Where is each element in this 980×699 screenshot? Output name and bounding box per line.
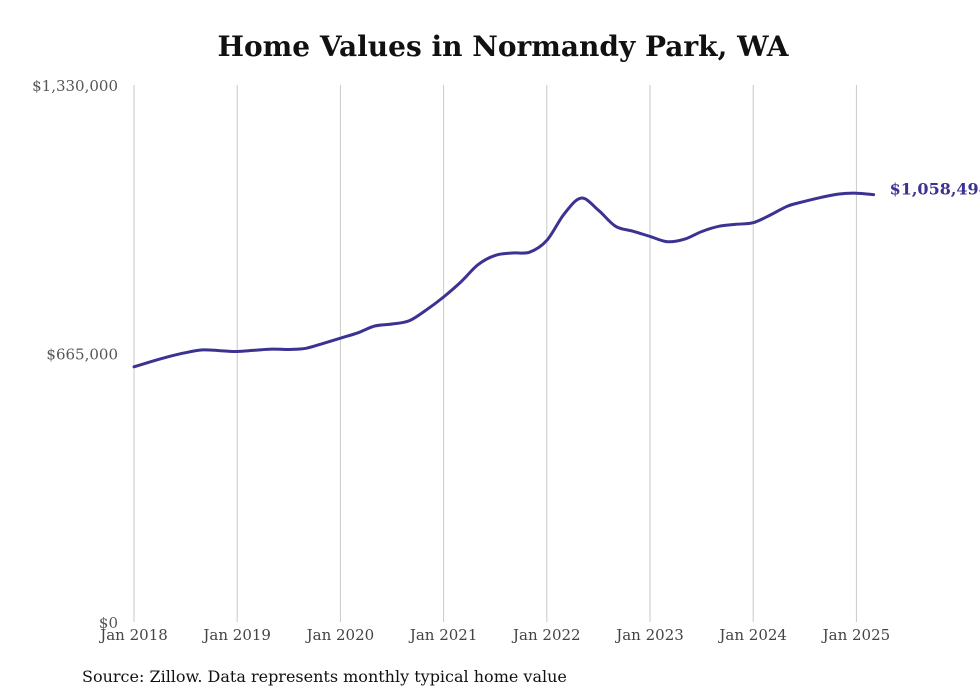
- y-tick-label: $665,000: [46, 346, 118, 364]
- y-tick-label: $1,330,000: [32, 77, 118, 95]
- x-tick-label: Jan 2024: [717, 626, 787, 644]
- x-axis-ticks: Jan 2018 Jan 2019 Jan 2020 Jan 2021 Jan 2022…: [98, 626, 890, 644]
- gridlines: [133, 85, 857, 622]
- y-axis-ticks: $0 $665,000 $1,330,000: [32, 77, 118, 632]
- chart-title: Home Values in Normandy Park, WA: [217, 30, 789, 63]
- x-tick-label: Jan 2019: [201, 626, 271, 644]
- x-tick-label: Jan 2025: [821, 626, 891, 644]
- end-value-label: $1,058,494: [890, 180, 980, 199]
- source-note: Source: Zillow. Data represents monthly …: [82, 667, 567, 686]
- x-tick-label: Jan 2020: [305, 626, 375, 644]
- x-tick-label: Jan 2022: [511, 626, 581, 644]
- line-chart: $0$665,000$1,330,000 Jan 2018 Jan 2019 Jan…: [32, 77, 980, 644]
- x-tick-label: Jan 2023: [614, 626, 684, 644]
- series-line: [132, 191, 876, 369]
- y-tick-label: $0: [99, 614, 118, 632]
- series-line-layer: [132, 191, 876, 369]
- end-label-layer: $1,058,494: [890, 180, 980, 199]
- x-tick-label: Jan 2018: [98, 626, 168, 644]
- x-tick-label: Jan 2021: [408, 626, 478, 644]
